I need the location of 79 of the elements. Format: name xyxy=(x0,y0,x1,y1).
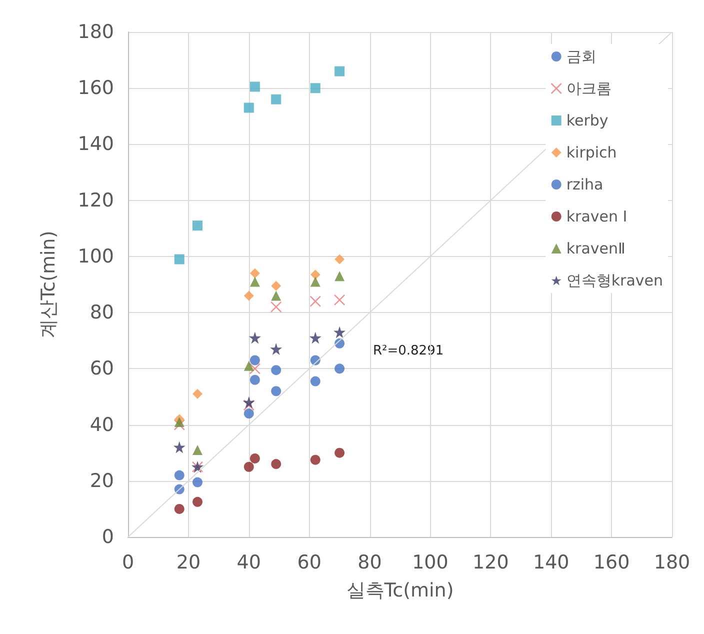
y-tick-label: 120 xyxy=(78,189,114,212)
legend-label: kerby xyxy=(566,112,608,130)
point xyxy=(334,448,345,458)
point xyxy=(334,66,345,76)
point xyxy=(248,332,261,344)
x-axis-title: 실측Tc(min) xyxy=(346,580,454,602)
y-tick-label: 160 xyxy=(78,77,114,100)
x-tick-label: 60 xyxy=(297,552,322,574)
point xyxy=(271,280,282,291)
point xyxy=(192,220,203,231)
legend-label: 아크롬 xyxy=(566,80,612,98)
point xyxy=(174,254,184,264)
point xyxy=(249,363,261,374)
point xyxy=(192,388,203,399)
y-tick-label: 0 xyxy=(102,526,114,548)
x-tick-label: 100 xyxy=(412,552,448,574)
point xyxy=(310,296,322,307)
x-tick-label: 40 xyxy=(236,552,261,574)
point xyxy=(244,408,254,419)
point xyxy=(244,102,254,113)
y-tick-label: 140 xyxy=(78,133,114,156)
point xyxy=(192,477,203,488)
legend-label: kirpich xyxy=(566,144,617,162)
point xyxy=(271,290,282,301)
point xyxy=(250,276,260,287)
x-tick-label: 120 xyxy=(472,552,509,574)
point xyxy=(270,301,282,313)
point xyxy=(174,504,184,514)
point xyxy=(250,268,260,278)
x-tick-label: 20 xyxy=(176,552,201,574)
point xyxy=(310,376,320,386)
point xyxy=(271,386,282,396)
point xyxy=(174,470,184,480)
point xyxy=(334,294,346,306)
point xyxy=(192,496,203,507)
y-tick-label: 100 xyxy=(78,245,114,268)
point xyxy=(250,453,260,464)
point xyxy=(334,271,345,282)
point xyxy=(310,83,320,94)
legend-label: kravenⅡ xyxy=(566,240,626,258)
legend-label: 연속형kraven xyxy=(566,272,664,290)
point xyxy=(309,332,322,344)
x-tick-label: 180 xyxy=(654,552,690,574)
point xyxy=(310,276,320,287)
point xyxy=(173,441,186,454)
point xyxy=(270,343,282,356)
point xyxy=(334,254,345,264)
point xyxy=(174,419,186,430)
legend-label: 금회 xyxy=(566,48,596,66)
y-tick-label: 60 xyxy=(90,358,114,380)
annotation: R²=0.8291 xyxy=(373,344,444,358)
x-tick-label: 160 xyxy=(593,552,630,574)
x-tick-label: 80 xyxy=(358,552,382,574)
point xyxy=(243,399,255,411)
point xyxy=(250,82,260,92)
y-axis-title: 계산Tc(min) xyxy=(38,230,60,338)
point xyxy=(244,462,254,472)
legend-label: rziha xyxy=(566,176,604,194)
point xyxy=(242,396,255,408)
point xyxy=(192,445,203,456)
point xyxy=(334,326,346,338)
point xyxy=(244,360,254,371)
point xyxy=(271,459,282,470)
y-tick-label: 80 xyxy=(90,302,114,324)
legend-label: kraven Ⅰ xyxy=(566,208,628,226)
point xyxy=(244,290,254,301)
point xyxy=(334,364,345,374)
point xyxy=(271,365,282,376)
point xyxy=(310,270,320,280)
point xyxy=(250,374,260,385)
point xyxy=(271,94,282,104)
point xyxy=(174,416,184,427)
y-tick-label: 20 xyxy=(90,470,114,492)
y-tick-label: 180 xyxy=(78,21,114,43)
point xyxy=(250,355,260,366)
x-tick-label: 0 xyxy=(122,552,134,574)
x-tick-label: 140 xyxy=(532,552,570,574)
y-tick-label: 40 xyxy=(90,414,114,436)
point xyxy=(310,454,320,465)
